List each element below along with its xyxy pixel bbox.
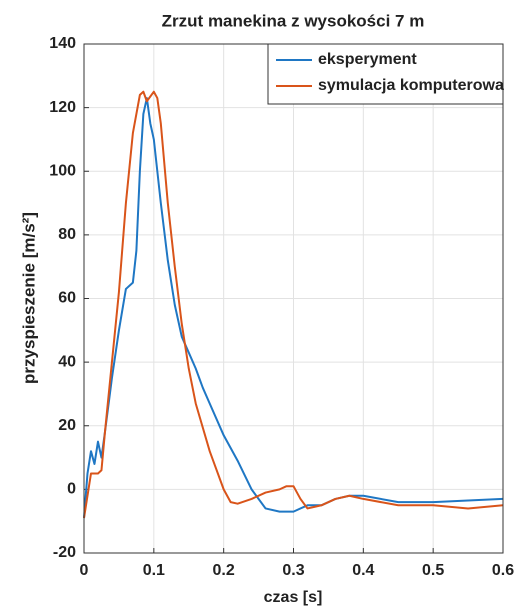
y-tick-label: 100 bbox=[49, 162, 76, 179]
x-axis-label: czas [s] bbox=[264, 589, 323, 606]
y-tick-label: 80 bbox=[58, 226, 76, 243]
x-tick-label: 0.2 bbox=[213, 562, 235, 579]
chart-title: Zrzut manekina z wysokości 7 m bbox=[162, 11, 425, 30]
y-tick-label: 0 bbox=[67, 481, 76, 498]
y-tick-label: -20 bbox=[53, 544, 76, 561]
x-tick-label: 0.6 bbox=[492, 562, 514, 579]
x-tick-label: 0 bbox=[80, 562, 89, 579]
y-tick-label: 60 bbox=[58, 290, 76, 307]
y-tick-label: 40 bbox=[58, 353, 76, 370]
data-line bbox=[83, 90, 504, 519]
y-tick-label: 20 bbox=[58, 417, 76, 434]
x-tick-label: 0.5 bbox=[422, 562, 444, 579]
x-tick-label: 0.3 bbox=[282, 562, 304, 579]
y-tick-label: 140 bbox=[49, 35, 76, 52]
legend-box bbox=[267, 43, 504, 105]
y-tick-label: 120 bbox=[49, 99, 76, 116]
legend-label: symulacja komputerowa bbox=[318, 77, 504, 94]
y-axis-label: przyspieszenie [m/s²] bbox=[19, 212, 38, 384]
x-tick-label: 0.4 bbox=[352, 562, 374, 579]
legend-label: eksperyment bbox=[318, 51, 417, 68]
x-tick-label: 0.1 bbox=[143, 562, 165, 579]
